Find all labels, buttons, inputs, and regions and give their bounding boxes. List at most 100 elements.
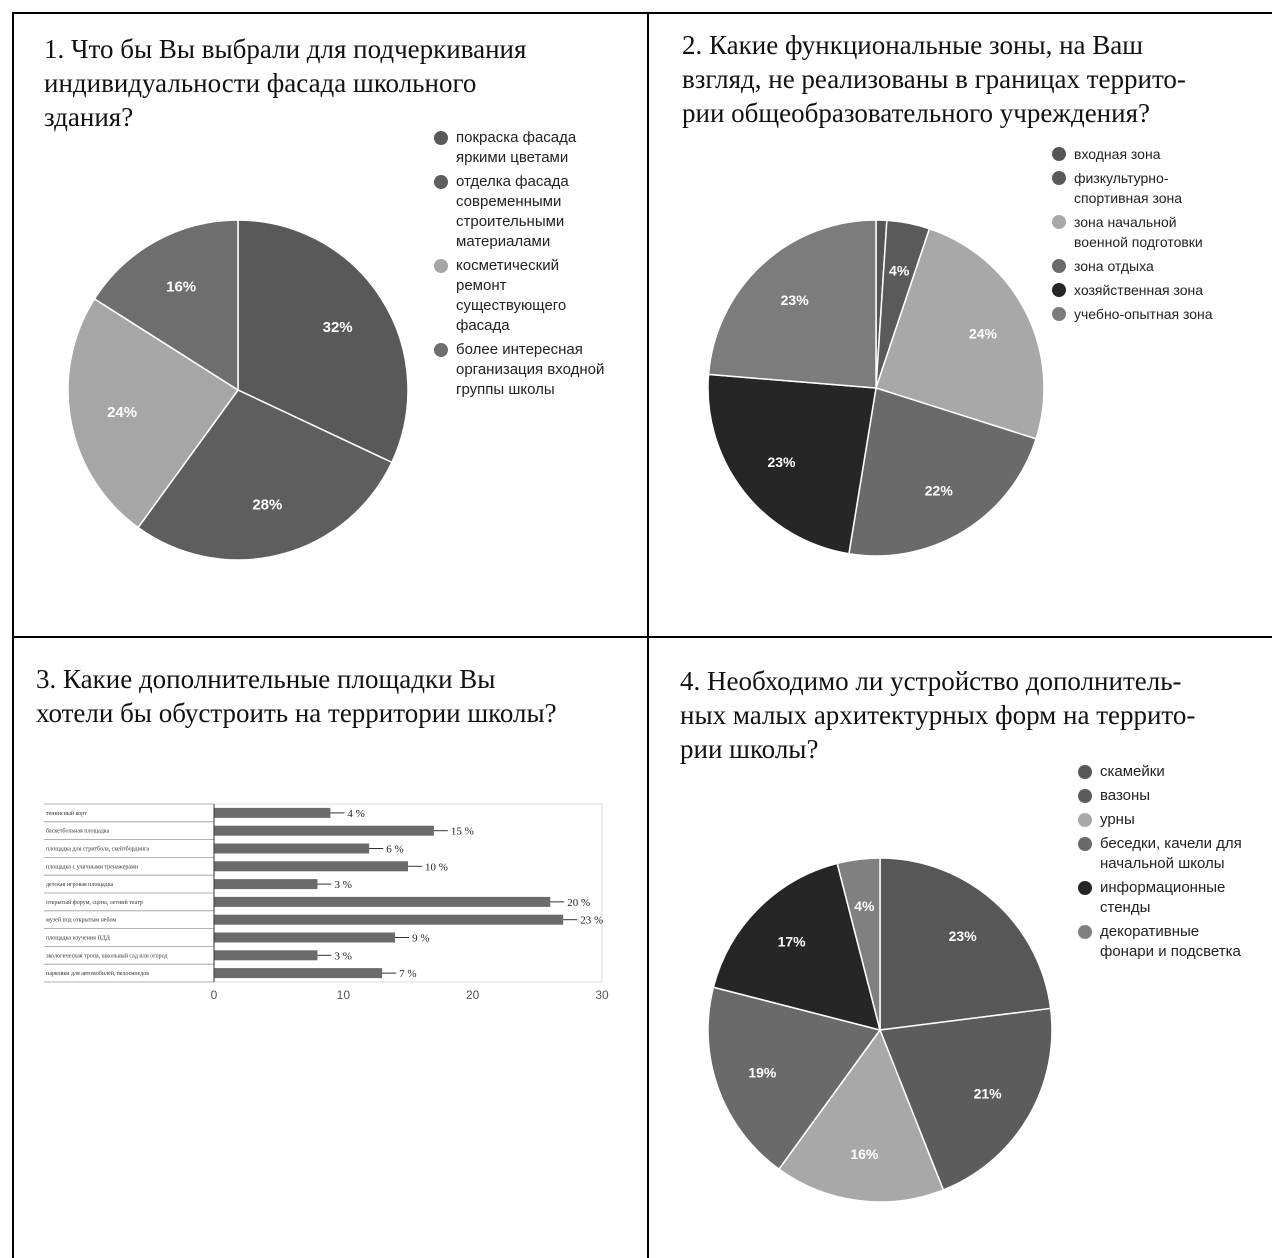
q3-bar-6 <box>214 896 551 907</box>
q3-x-tick-2: 10 <box>337 988 351 1002</box>
q3-category-label-4: площадка с уличными тренажерами <box>46 864 139 870</box>
q4-legend-label-3: урны <box>1100 811 1135 828</box>
q1-pie-label-2: 28% <box>252 496 282 513</box>
q4-pie-label-4: 19% <box>748 1064 777 1080</box>
q4-pie-slice-2 <box>878 1007 1053 1191</box>
q1-legend-swatch-2 <box>434 175 448 189</box>
q3-bar-1 <box>214 807 331 818</box>
q1-legend-item-3: косметический ремонт существующего фасад… <box>434 256 634 336</box>
q3-category-label-5: детская игровая площадка <box>46 882 114 888</box>
q4-legend-label-6: декоративные фонари и подсветка <box>1100 923 1241 960</box>
q2-pie-label-3: 24% <box>969 326 998 342</box>
q3-category-label-8: площадка изучения ПДД <box>46 936 110 942</box>
question-1-title: 1. Что бы Вы выбрали для подчеркивания и… <box>44 34 527 132</box>
q4-legend-item-4: беседки, качели для начальной школы <box>1078 834 1264 874</box>
q2-legend-item-4: зона отдыха <box>1052 256 1262 276</box>
q3-bar-9 <box>214 950 318 961</box>
q4-pie-slice-6 <box>836 857 881 1031</box>
q1-legend-item-1: покраска фасада яркими цветами <box>434 128 634 168</box>
q4-pie-label-6: 4% <box>854 898 875 914</box>
q2-legend-swatch-4 <box>1052 259 1066 273</box>
q2-legend-item-2: физкультурно- спортивная зона <box>1052 168 1262 208</box>
question-2-title: 2. Какие функциональные зоны, на Ваш взг… <box>682 30 1186 128</box>
q2-legend-label-2: физкультурно- спортивная зона <box>1074 170 1183 206</box>
q1-legend-item-2: отделка фасада современными строительным… <box>434 172 634 252</box>
q2-legend-item-6: учебно-опытная зона <box>1052 304 1262 324</box>
q3-bar-3 <box>214 843 370 854</box>
q3-value-label-1: 4 % <box>347 808 364 820</box>
q3-category-label-10: парковки для автомобилей, велосипедов <box>46 970 149 977</box>
q4-legend-label-2: вазоны <box>1100 787 1151 804</box>
q2-legend-item-5: хозяйственная зона <box>1052 280 1262 300</box>
table-grid <box>12 12 1272 1258</box>
q3-value-label-6: 20 % <box>567 897 590 909</box>
q3-value-label-8: 9 % <box>412 933 429 945</box>
q1-pie-label-3: 24% <box>107 404 137 421</box>
q4-legend-item-3: урны <box>1078 810 1264 830</box>
q4-legend-item-6: декоративные фонари и подсветка <box>1078 922 1264 962</box>
q2-legend-label-1: входная зона <box>1074 146 1161 162</box>
q3-bar-8 <box>214 932 396 943</box>
q4-legend-label-4: беседки, качели для начальной школы <box>1100 835 1242 872</box>
q1-legend-swatch-1 <box>434 131 448 145</box>
q2-pie-slice-6 <box>707 219 877 389</box>
q1-legend-label-1: покраска фасада яркими цветами <box>456 129 577 166</box>
q1-pie-slice-3 <box>67 297 240 529</box>
q1-legend-label-2: отделка фасада современными строительным… <box>456 173 569 250</box>
grid-divider-horizontal <box>12 636 1272 638</box>
q1-pie-slice-2 <box>137 389 393 561</box>
q3-value-label-4: 10 % <box>425 861 448 873</box>
q4-legend-swatch-1 <box>1078 765 1092 779</box>
q4-pie-slice-4 <box>707 986 882 1171</box>
grid-divider-vertical <box>647 12 649 1258</box>
q4-legend-label-5: информационные стенды <box>1100 879 1226 916</box>
q4-pie-label-5: 17% <box>778 934 807 950</box>
q4-legend-label-1: скамейки <box>1100 763 1165 780</box>
q2-legend-swatch-5 <box>1052 283 1066 297</box>
q3-category-label-6: открытый форум, сцена, летний театр <box>46 899 143 906</box>
question-4-legend: скамейки вазоны урны беседки, качели для на… <box>1078 762 1264 966</box>
q2-pie-slice-4 <box>848 387 1038 557</box>
question-2-legend: входная зона физкультурно- спортивная зон… <box>1052 144 1262 328</box>
q4-pie-label-3: 16% <box>850 1146 879 1162</box>
q4-legend-swatch-3 <box>1078 813 1092 827</box>
q3-value-label-10: 7 % <box>399 968 416 980</box>
q3-x-tick-1: 0 <box>211 988 218 1002</box>
q3-category-label-7: музей под открытым небом <box>46 917 116 924</box>
q1-pie-label-1: 32% <box>323 319 353 336</box>
q4-pie-slice-5 <box>712 862 882 1032</box>
q1-pie-label-4: 16% <box>166 279 196 296</box>
q3-x-tick-4: 30 <box>595 988 609 1002</box>
question-4-title: 4. Необходимо ли устройство дополнитель-… <box>680 666 1196 764</box>
q4-pie-slice-1 <box>879 857 1052 1031</box>
q4-pie-slice-3 <box>777 1028 945 1203</box>
q2-legend-swatch-1 <box>1052 147 1066 161</box>
q4-legend-swatch-4 <box>1078 837 1092 851</box>
q1-pie-slice-4 <box>93 219 239 392</box>
q4-legend-item-2: вазоны <box>1078 786 1264 806</box>
q2-legend-label-3: зона начальной военной подготовки <box>1074 214 1203 250</box>
q2-legend-swatch-6 <box>1052 307 1066 321</box>
q3-category-label-2: баскетбольная площадка <box>46 828 110 835</box>
q4-legend-item-1: скамейки <box>1078 762 1264 782</box>
question-4-pie-chart: 23% 21% 16% 19% 17% 4% <box>707 857 1053 1203</box>
q4-pie-label-2: 21% <box>974 1086 1003 1102</box>
q2-pie-label-2: 4% <box>889 262 910 278</box>
q3-x-tick-3: 20 <box>466 988 480 1002</box>
question-1-pie-chart: 32% 28% 24% 16% <box>67 219 409 561</box>
q2-legend-item-3: зона начальной военной подготовки <box>1052 212 1262 252</box>
q4-pie-label-1: 23% <box>949 928 978 944</box>
q4-legend-swatch-2 <box>1078 789 1092 803</box>
q2-legend-swatch-2 <box>1052 171 1066 185</box>
q2-legend-item-1: входная зона <box>1052 144 1262 164</box>
q3-bar-2 <box>214 825 434 836</box>
q1-legend-swatch-3 <box>434 259 448 273</box>
q3-bar-7 <box>214 914 564 925</box>
q3-category-label-3: площадка для стритбола, скейтбординга <box>46 846 149 853</box>
q3-value-label-3: 6 % <box>386 844 403 856</box>
q2-legend-label-4: зона отдыха <box>1074 258 1154 274</box>
q2-legend-swatch-3 <box>1052 215 1066 229</box>
q2-pie-slice-3 <box>875 227 1045 440</box>
q2-pie-label-4: 22% <box>925 482 954 498</box>
question-3-title: 3. Какие дополнительные площадки Вы хоте… <box>36 664 557 728</box>
